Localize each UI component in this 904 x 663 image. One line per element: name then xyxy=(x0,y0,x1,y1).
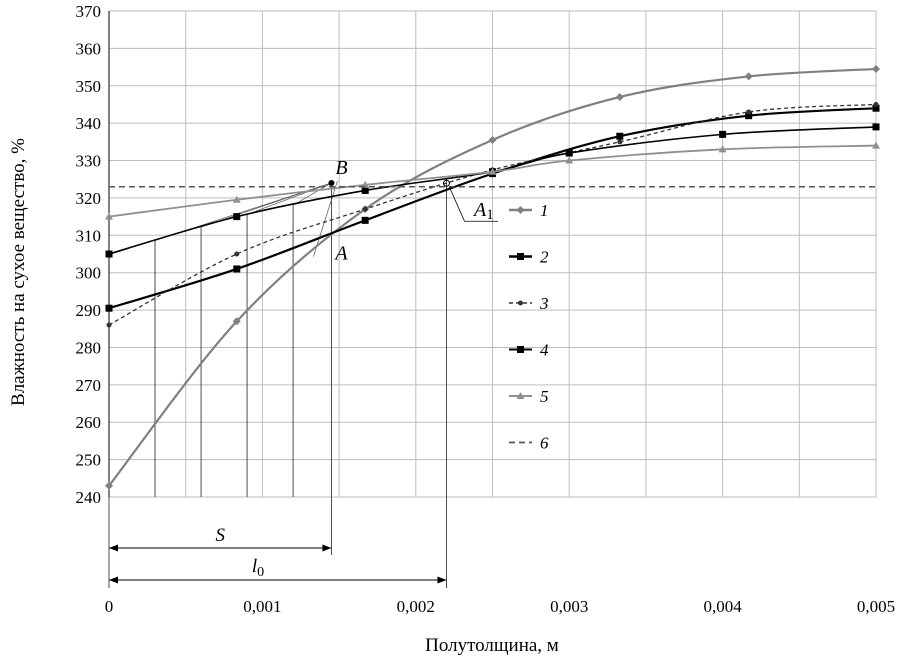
data-point-1 xyxy=(872,64,880,73)
chart-grid xyxy=(108,10,877,498)
chart-legend: 1 2 3 4 5 6 xyxy=(509,201,549,453)
data-point-2 xyxy=(872,104,880,112)
data-point-5 xyxy=(105,212,113,220)
data-point-5 xyxy=(872,141,880,149)
data-point-1 xyxy=(105,481,113,490)
data-point-1 xyxy=(744,72,753,81)
data-point-5 xyxy=(232,195,241,203)
l0-dimension-head-right xyxy=(437,576,447,584)
l0-dimension-subscript: 0 xyxy=(257,565,264,580)
x-tick-label: 0 xyxy=(105,597,114,616)
s-dimension-label: S xyxy=(215,525,225,546)
y-tick-label: 260 xyxy=(76,413,102,432)
data-point-2 xyxy=(745,112,753,120)
legend-label-3: 3 xyxy=(539,294,549,313)
data-point-3 xyxy=(873,101,879,107)
point-a-label: A xyxy=(333,243,348,265)
x-tick-label: 0,005 xyxy=(857,597,895,616)
data-point-4 xyxy=(361,186,369,194)
data-point-5 xyxy=(565,156,574,164)
s-dimension-head-right xyxy=(322,544,332,552)
chart-annotations: B A A1 Sl0 xyxy=(109,157,498,584)
legend-marker-4 xyxy=(517,346,524,353)
series-5 xyxy=(105,141,880,220)
legend-label-1: 1 xyxy=(540,201,549,220)
legend-item-4: 4 xyxy=(509,341,549,360)
legend-item-1: 1 xyxy=(509,201,549,220)
y-tick-label: 250 xyxy=(76,451,102,470)
data-point-4 xyxy=(719,130,727,138)
point-b-marker xyxy=(328,179,335,186)
x-tick-label: 0,002 xyxy=(397,597,435,616)
y-tick-label: 310 xyxy=(76,226,102,245)
legend-label-2: 2 xyxy=(540,248,549,267)
y-tick-label: 300 xyxy=(76,264,102,283)
x-tick-label: 0,003 xyxy=(550,597,588,616)
y-tick-label: 240 xyxy=(76,488,102,507)
construction-lines xyxy=(108,179,447,588)
data-point-4 xyxy=(105,250,113,258)
point-a1-subscript: 1 xyxy=(486,207,494,223)
data-point-3 xyxy=(362,206,368,212)
data-point-3 xyxy=(617,139,623,145)
l0-dimension xyxy=(109,576,447,584)
y-axis-tick-labels: 240 250 260 270 280 290 300 310 320 330 340 350 360 3… xyxy=(76,2,102,507)
x-tick-label: 0,001 xyxy=(243,597,281,616)
legend-item-6: 6 xyxy=(509,434,549,453)
data-point-2 xyxy=(233,265,241,273)
y-tick-label: 350 xyxy=(76,77,102,96)
legend-label-6: 6 xyxy=(540,434,549,453)
data-point-5 xyxy=(718,145,727,153)
y-tick-label: 270 xyxy=(76,376,102,395)
y-tick-label: 360 xyxy=(76,39,102,58)
data-point-1 xyxy=(232,317,241,326)
data-point-2 xyxy=(361,216,369,224)
construction-tangent xyxy=(292,182,332,206)
data-point-4 xyxy=(233,213,241,221)
y-tick-label: 330 xyxy=(76,152,102,171)
s-dimension-head-left xyxy=(109,544,118,552)
data-point-3 xyxy=(106,322,112,328)
legend-item-5: 5 xyxy=(509,387,549,406)
data-point-1 xyxy=(615,92,624,101)
legend-marker-1 xyxy=(516,206,525,214)
point-a1-marker xyxy=(442,179,450,187)
legend-marker-3 xyxy=(518,300,523,306)
legend-label-4: 4 xyxy=(540,341,549,360)
data-point-2 xyxy=(105,304,113,312)
construction-tangent-ab xyxy=(313,180,338,257)
data-point-2 xyxy=(616,132,624,140)
legend-marker-5 xyxy=(516,392,525,399)
legend-marker-2 xyxy=(517,253,524,260)
l0-dimension-head-left xyxy=(109,576,118,584)
l0-dimension-label: l0 xyxy=(252,556,264,580)
legend-item-3: 3 xyxy=(509,294,549,313)
point-a1-label: A1 xyxy=(472,199,494,223)
legend-label-5: 5 xyxy=(540,387,549,406)
chart-series xyxy=(105,64,880,490)
data-point-1 xyxy=(488,135,497,144)
y-tick-label: 280 xyxy=(76,338,102,357)
y-tick-label: 320 xyxy=(76,189,102,208)
y-axis-label: Влажность на сухое вещество, % xyxy=(8,138,29,406)
series-1 xyxy=(105,64,880,490)
data-point-4 xyxy=(565,149,573,157)
y-tick-label: 340 xyxy=(76,114,102,133)
legend-item-2: 2 xyxy=(509,248,549,267)
data-point-4 xyxy=(872,123,880,131)
point-a1-leader xyxy=(449,187,498,222)
y-tick-label: 370 xyxy=(76,2,102,21)
data-point-3 xyxy=(234,251,240,257)
data-point-3 xyxy=(746,109,752,115)
y-tick-label: 290 xyxy=(76,301,102,320)
x-axis-tick-labels: 0 0,001 0,002 0,003 0,004 0,005 xyxy=(105,597,895,616)
x-tick-label: 0,004 xyxy=(703,597,742,616)
x-axis-label: Полутолщина, м xyxy=(425,635,559,656)
point-b-label: B xyxy=(335,157,347,179)
data-point-5 xyxy=(488,167,497,175)
s-dimension xyxy=(109,544,332,552)
construction-tangent xyxy=(246,182,332,215)
